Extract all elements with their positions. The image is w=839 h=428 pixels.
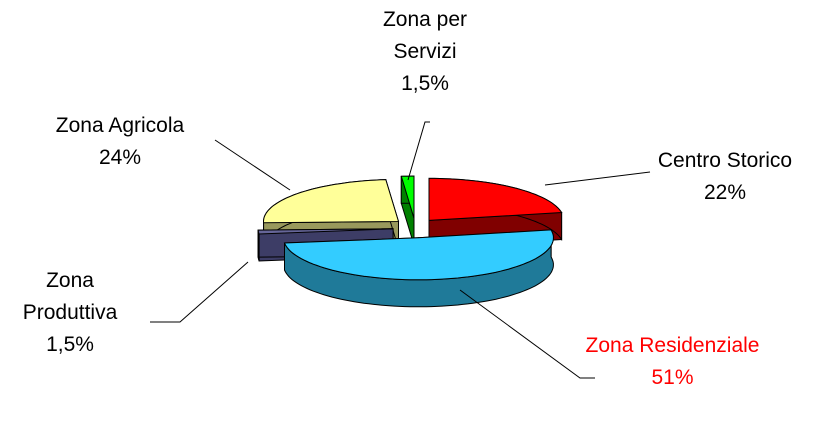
leader-line [407,121,430,181]
slice-label: Centro Storico 22% [657,149,793,204]
slice-top [257,228,394,235]
slice-top [400,175,415,219]
leader-line [459,289,595,379]
slice-top [283,229,554,281]
slice-label: Zona per Servizi 1,5% [382,8,468,95]
leader-line [150,261,249,323]
slice-top [262,179,400,224]
slice-label: Zona Produttiva 1,5% [22,269,118,356]
leader-line [544,171,651,186]
leader-line [214,139,291,191]
slice-label: Zona Agricola 24% [55,114,185,169]
slice-top [428,177,563,221]
slice-side [257,230,260,262]
leader-lines [150,121,651,379]
slice-label: Zona Residenziale 51% [585,334,760,389]
